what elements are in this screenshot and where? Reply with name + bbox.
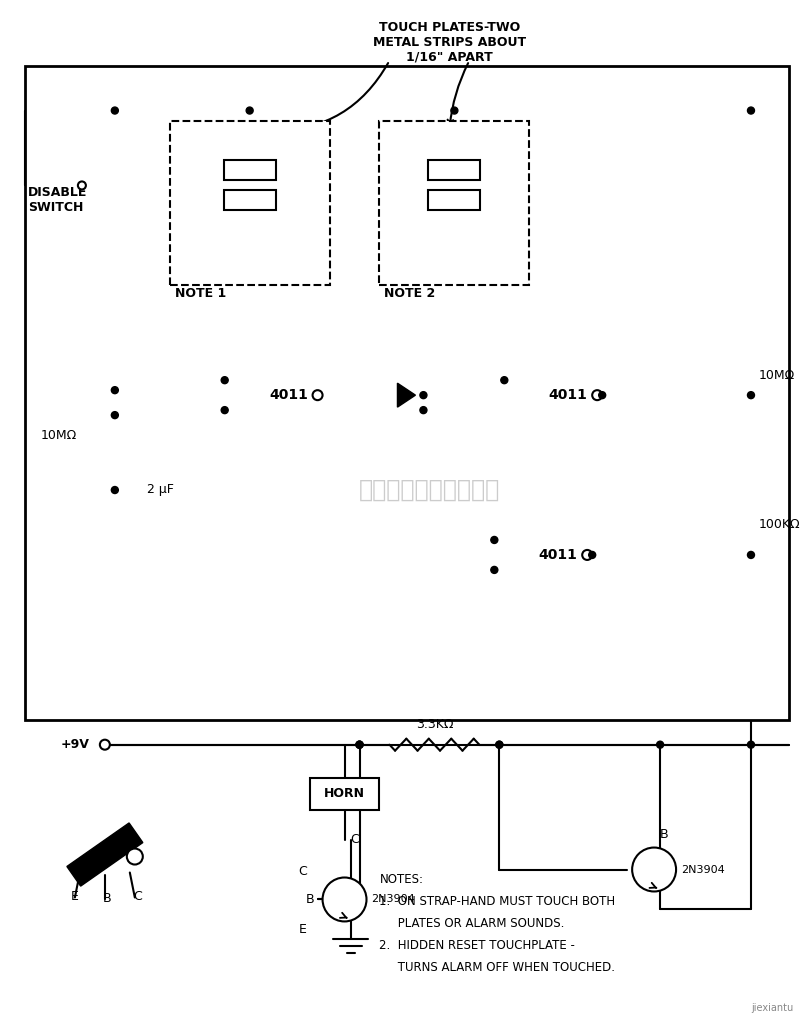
Text: C: C xyxy=(134,890,143,903)
Circle shape xyxy=(589,552,595,558)
Circle shape xyxy=(491,566,498,573)
Circle shape xyxy=(599,391,606,399)
Text: PLATES OR ALARM SOUNDS.: PLATES OR ALARM SOUNDS. xyxy=(379,917,565,930)
Bar xyxy=(428,190,480,211)
Circle shape xyxy=(592,390,602,401)
Bar xyxy=(224,160,275,181)
Text: B: B xyxy=(103,892,111,905)
Circle shape xyxy=(748,107,754,114)
Circle shape xyxy=(356,741,363,748)
Circle shape xyxy=(420,391,427,399)
Text: 100KΩ: 100KΩ xyxy=(759,518,800,531)
Text: NOTE 1: NOTE 1 xyxy=(175,287,226,300)
Circle shape xyxy=(313,390,322,401)
Circle shape xyxy=(420,407,427,414)
Bar xyxy=(379,121,529,285)
Circle shape xyxy=(748,552,754,558)
Bar xyxy=(170,121,330,285)
Circle shape xyxy=(127,848,143,865)
Circle shape xyxy=(78,182,86,189)
Circle shape xyxy=(221,407,228,414)
Text: 杭州将睷科技有限公司: 杭州将睷科技有限公司 xyxy=(359,478,500,502)
Text: C: C xyxy=(298,865,307,878)
Text: NOTE 2: NOTE 2 xyxy=(385,287,436,300)
Circle shape xyxy=(246,107,254,114)
Text: 3.3KΩ: 3.3KΩ xyxy=(416,717,453,731)
Text: 4011: 4011 xyxy=(549,388,588,403)
Circle shape xyxy=(356,741,363,748)
Circle shape xyxy=(582,550,592,560)
Text: B: B xyxy=(306,893,314,905)
Circle shape xyxy=(451,107,458,114)
Circle shape xyxy=(111,412,118,419)
Text: TOUCH PLATES-TWO
METAL STRIPS ABOUT
1/16" APART: TOUCH PLATES-TWO METAL STRIPS ABOUT 1/16… xyxy=(373,20,526,63)
Text: 10MΩ: 10MΩ xyxy=(40,428,77,442)
Text: 1.  ON STRAP-HAND MUST TOUCH BOTH: 1. ON STRAP-HAND MUST TOUCH BOTH xyxy=(379,895,616,908)
Polygon shape xyxy=(398,383,416,407)
Circle shape xyxy=(322,878,366,922)
Text: 4011: 4011 xyxy=(539,548,578,562)
Bar xyxy=(25,65,789,719)
Circle shape xyxy=(111,386,118,393)
Circle shape xyxy=(356,741,363,748)
Text: NOTES:: NOTES: xyxy=(379,873,424,886)
Circle shape xyxy=(501,377,508,383)
Circle shape xyxy=(657,741,663,748)
Circle shape xyxy=(748,741,754,748)
Text: HORN: HORN xyxy=(324,787,365,800)
Text: 2 μF: 2 μF xyxy=(147,482,173,496)
Text: 4011: 4011 xyxy=(269,388,308,403)
Circle shape xyxy=(100,740,110,750)
Bar xyxy=(224,190,275,211)
Text: B: B xyxy=(660,828,669,841)
Bar xyxy=(309,778,379,809)
Circle shape xyxy=(111,107,118,114)
Polygon shape xyxy=(67,823,143,886)
Circle shape xyxy=(748,391,754,399)
Text: 2.  HIDDEN RESET TOUCHPLATE -: 2. HIDDEN RESET TOUCHPLATE - xyxy=(379,939,575,951)
Text: 2N3904: 2N3904 xyxy=(372,894,416,904)
Text: E: E xyxy=(299,923,306,936)
Text: TURNS ALARM OFF WHEN TOUCHED.: TURNS ALARM OFF WHEN TOUCHED. xyxy=(379,961,616,974)
Text: jiexiantu: jiexiantu xyxy=(752,1004,794,1014)
Circle shape xyxy=(632,847,676,891)
Circle shape xyxy=(496,741,503,748)
Circle shape xyxy=(496,741,503,748)
Bar xyxy=(428,160,480,181)
Text: E: E xyxy=(71,890,79,903)
Circle shape xyxy=(111,486,118,494)
Text: +9V: +9V xyxy=(61,738,90,751)
Text: 10MΩ: 10MΩ xyxy=(759,369,795,381)
Text: 2N3904: 2N3904 xyxy=(681,865,725,875)
Text: C: C xyxy=(351,833,360,846)
Circle shape xyxy=(491,537,498,544)
Circle shape xyxy=(221,377,228,383)
Text: DISABLE
SWITCH: DISABLE SWITCH xyxy=(28,186,87,215)
